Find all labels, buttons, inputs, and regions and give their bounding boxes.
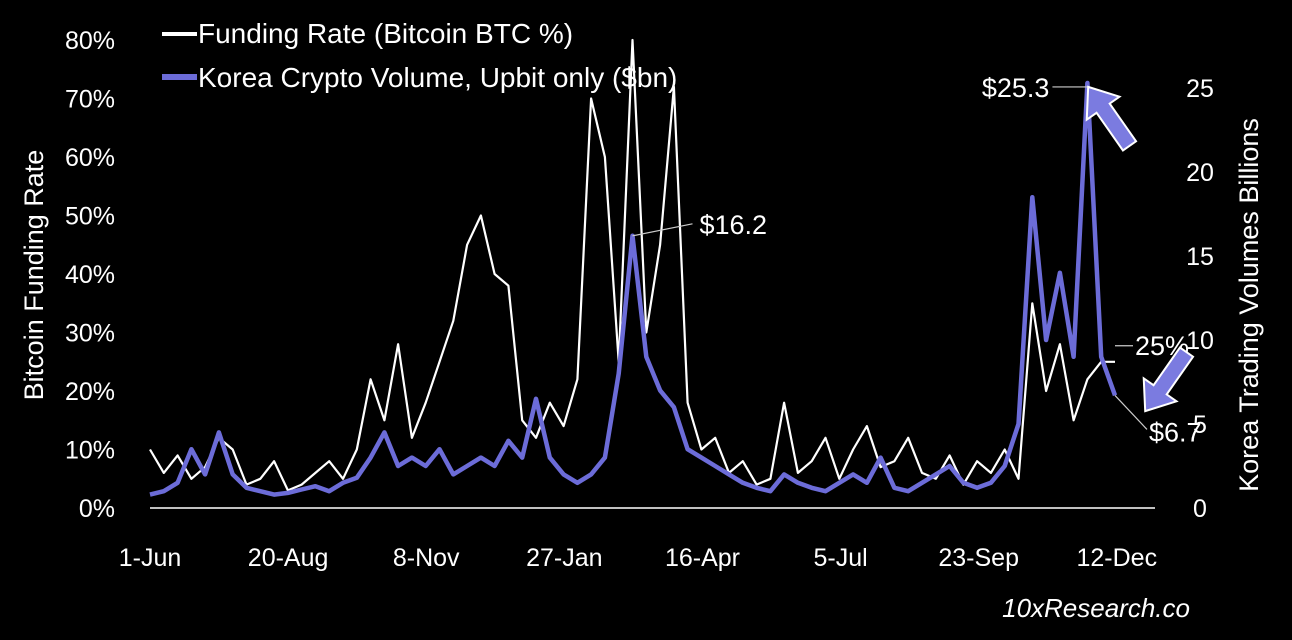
left-tick-label: 20%	[65, 378, 115, 406]
left-tick-label: 50%	[65, 203, 115, 231]
watermark-text: 10xResearch.co	[1002, 593, 1190, 623]
left-tick-label: 80%	[65, 27, 115, 55]
x-tick-label: 27-Jan	[526, 544, 602, 572]
left-tick-label: 30%	[65, 320, 115, 348]
legend-label-funding: Funding Rate (Bitcoin BTC %)	[198, 18, 573, 49]
series-layer	[149, 38, 1118, 497]
left-tick-label: 40%	[65, 261, 115, 289]
x-tick-label: 20-Aug	[248, 544, 329, 572]
right-tick-label: 15	[1186, 243, 1214, 271]
annotation-layer: $25.3$16.225%$6.7	[632, 73, 1202, 447]
x-tick-label: 5-Jul	[813, 544, 867, 572]
series-line-funding-rate	[149, 38, 1115, 492]
x-tick-label: 23-Sep	[938, 544, 1019, 572]
right-tick-label: 10	[1186, 327, 1214, 355]
left-tick-label: 10%	[65, 437, 115, 465]
left-axis-ticks: 0% 10% 20% 30% 40% 50% 60% 70% 80%	[65, 27, 115, 523]
left-tick-label: 0%	[79, 495, 115, 523]
x-tick-label: 8-Nov	[393, 544, 460, 572]
right-axis-ticks: 0 5 10 15 20 25	[1186, 75, 1214, 523]
annotation-label-16-2: $16.2	[700, 210, 768, 240]
legend-label-volume: Korea Crypto Volume, Upbit only ($bn)	[198, 62, 677, 93]
left-axis-title: Bitcoin Funding Rate	[19, 150, 49, 401]
right-tick-label: 5	[1193, 411, 1207, 439]
down-arrow-icon	[1142, 346, 1195, 413]
annotation-leader-6-7	[1114, 395, 1148, 430]
annotation-label-6-7: $6.7	[1149, 417, 1202, 447]
x-tick-label: 12-Dec	[1077, 544, 1158, 572]
right-axis-title: Korea Trading Volumes Billions	[1234, 118, 1264, 492]
series-line-korea-volume	[149, 80, 1118, 497]
up-arrow-icon	[1085, 85, 1138, 152]
x-axis-ticks: 1-Jun 20-Aug 8-Nov 27-Jan 16-Apr 5-Jul 23-Sep 1…	[119, 544, 1157, 572]
x-tick-label: 1-Jun	[119, 544, 182, 572]
annotation-leader-16-2	[632, 223, 693, 237]
x-tick-label: 16-Apr	[665, 544, 740, 572]
right-tick-label: 20	[1186, 159, 1214, 187]
legend: Funding Rate (Bitcoin BTC %) Korea Crypt…	[162, 18, 677, 93]
annotation-label-25-3: $25.3	[982, 73, 1050, 103]
right-tick-label: 25	[1186, 75, 1214, 103]
left-tick-label: 60%	[65, 144, 115, 172]
left-tick-label: 70%	[65, 86, 115, 114]
right-tick-label: 0	[1193, 495, 1207, 523]
